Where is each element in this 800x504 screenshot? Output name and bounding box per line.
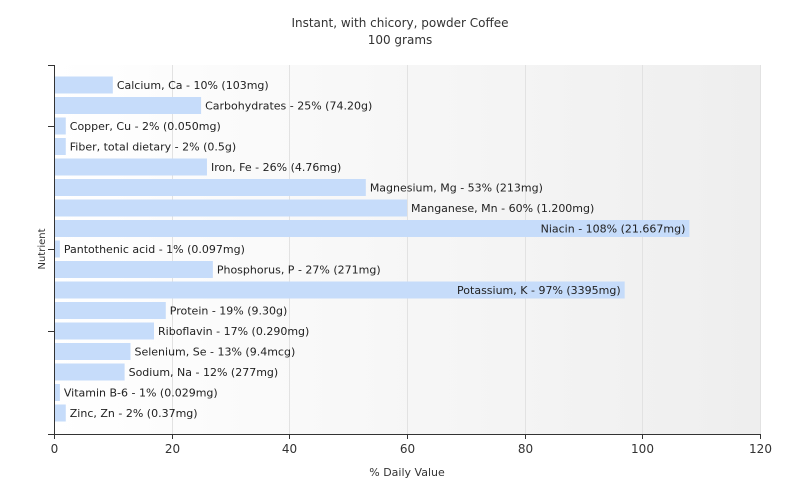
x-tick-label: 60: [400, 442, 415, 456]
x-tick-label: 0: [51, 442, 59, 456]
bar-label: Sodium, Na - 12% (277mg): [129, 366, 279, 379]
bar: [55, 281, 625, 299]
x-tick-labels: 0 20 40 60 80 100 120: [51, 442, 772, 456]
y-axis-label: Nutrient: [37, 228, 48, 269]
bar: [55, 117, 66, 135]
bar-label: Potassium, K - 97% (3395mg): [457, 284, 621, 297]
bar-label: Calcium, Ca - 10% (103mg): [117, 79, 269, 92]
bar: [55, 322, 155, 340]
x-tick-label: 100: [631, 442, 654, 456]
bar-label: Vitamin B-6 - 1% (0.029mg): [64, 387, 218, 400]
bar: [55, 97, 202, 114]
bar-label: Protein - 19% (9.30g): [170, 305, 288, 318]
bar-label: Copper, Cu - 2% (0.050mg): [70, 120, 221, 133]
bar: [55, 302, 166, 319]
bar: [55, 220, 690, 237]
bar-label: Niacin - 108% (21.667mg): [541, 223, 686, 236]
x-tick-label: 20: [165, 442, 180, 456]
bar: [55, 384, 60, 401]
axes: [48, 65, 761, 439]
bar-label: Pantothenic acid - 1% (0.097mg): [64, 243, 245, 256]
x-tick-label: 40: [282, 442, 297, 456]
chart-subtitle: 100 grams: [368, 33, 433, 47]
bar-label: Manganese, Mn - 60% (1.200mg): [411, 202, 594, 215]
bar: [55, 343, 131, 360]
bars: [55, 76, 690, 422]
chart-title: Instant, with chicory, powder Coffee: [291, 16, 508, 30]
bar-label: Iron, Fe - 26% (4.76mg): [211, 161, 341, 174]
bar: [55, 240, 60, 258]
bar: [55, 363, 125, 381]
bar: [55, 158, 207, 176]
x-axis-label: % Daily Value: [369, 466, 445, 479]
bar-label: Zinc, Zn - 2% (0.37mg): [70, 407, 198, 420]
bar: [55, 138, 66, 155]
bar-label: Selenium, Se - 13% (9.4mcg): [134, 346, 295, 359]
bar-label: Phosphorus, P - 27% (271mg): [217, 264, 381, 277]
bar-label: Fiber, total dietary - 2% (0.5g): [70, 141, 236, 154]
bar-label: Riboflavin - 17% (0.290mg): [158, 325, 309, 338]
bar: [55, 199, 407, 217]
bar: [55, 179, 366, 196]
bar: [55, 404, 66, 422]
bar-label: Magnesium, Mg - 53% (213mg): [370, 182, 543, 195]
bar: [55, 261, 213, 278]
x-tick-label: 120: [749, 442, 772, 456]
bar-label: Carbohydrates - 25% (74.20g): [205, 100, 372, 113]
bar-labels: Calcium, Ca - 10% (103mg) Carbohydrates -…: [64, 79, 686, 420]
bar: [55, 76, 113, 94]
grid-lines: [172, 65, 761, 434]
x-tick-label: 80: [518, 442, 533, 456]
